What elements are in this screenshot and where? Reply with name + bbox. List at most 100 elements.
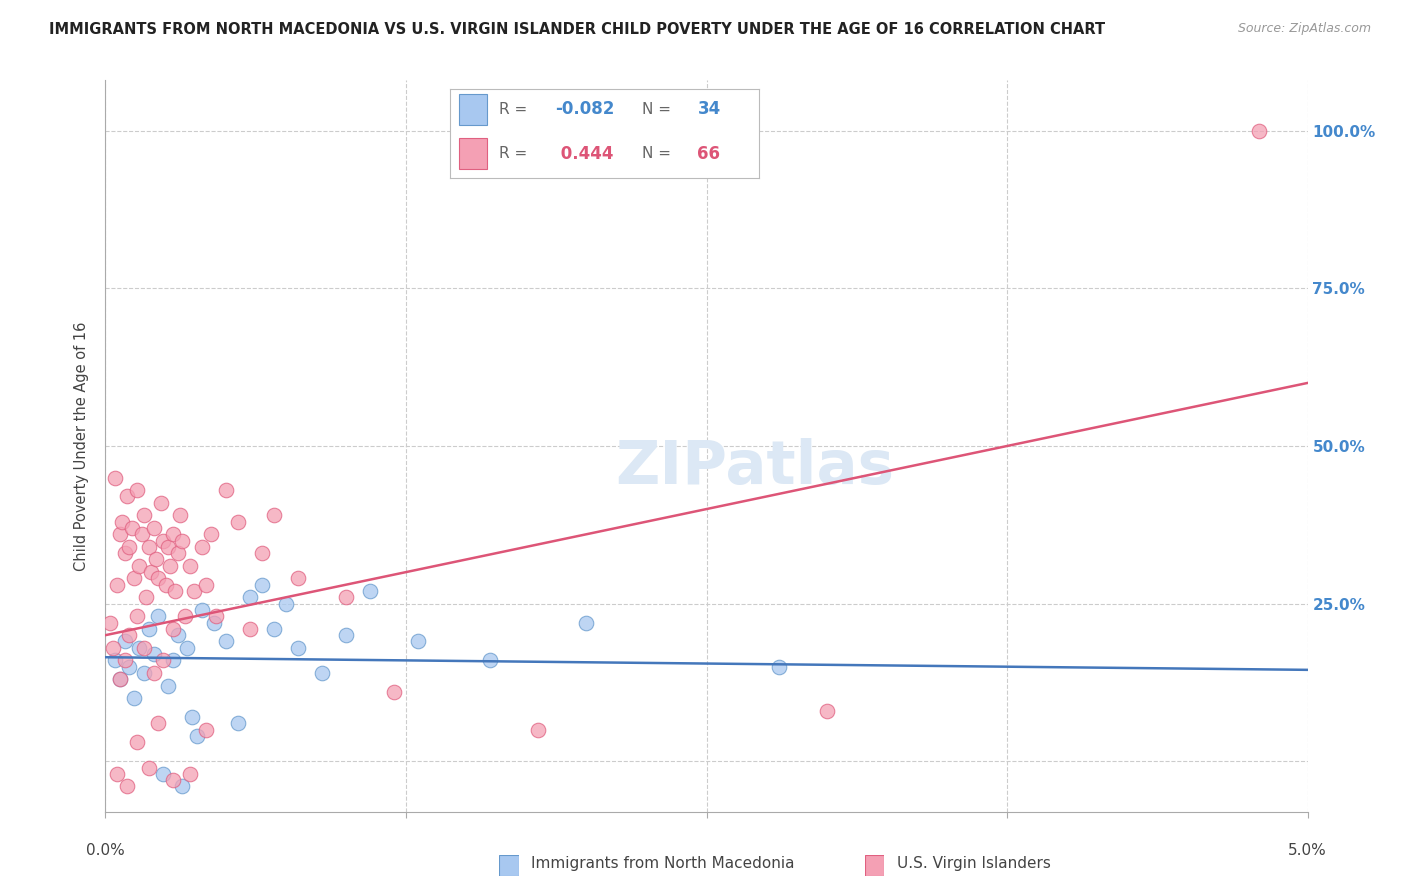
Point — [142, 647, 165, 661]
Point — [142, 521, 165, 535]
Point — [107, 767, 129, 781]
Point — [115, 490, 138, 504]
Point — [132, 665, 155, 680]
Point — [135, 591, 157, 605]
Point — [335, 591, 357, 605]
Point — [183, 584, 205, 599]
Point — [179, 767, 201, 781]
Point — [172, 533, 194, 548]
Point — [195, 723, 218, 737]
Point — [287, 640, 309, 655]
Point — [125, 609, 148, 624]
Point — [148, 716, 170, 731]
Point — [152, 767, 174, 781]
Point — [108, 527, 131, 541]
Point — [114, 546, 136, 560]
Point — [214, 483, 236, 497]
Point — [176, 640, 198, 655]
Text: 5.0%: 5.0% — [1288, 843, 1327, 858]
FancyBboxPatch shape — [865, 855, 884, 876]
Point — [156, 679, 179, 693]
Text: Source: ZipAtlas.com: Source: ZipAtlas.com — [1237, 22, 1371, 36]
Point — [125, 483, 148, 497]
Point — [181, 710, 204, 724]
Point — [152, 533, 174, 548]
Text: 0.0%: 0.0% — [86, 843, 125, 858]
Point — [139, 565, 162, 579]
Point — [108, 673, 131, 687]
Point — [1249, 124, 1271, 138]
Point — [115, 780, 138, 794]
Point — [239, 591, 262, 605]
Point — [159, 558, 181, 573]
Point — [250, 578, 273, 592]
Point — [166, 546, 188, 560]
Point — [214, 634, 236, 648]
Point — [111, 515, 134, 529]
Point — [156, 540, 179, 554]
Point — [205, 609, 228, 624]
Point — [128, 558, 150, 573]
Point — [200, 527, 222, 541]
Text: 0.444: 0.444 — [555, 145, 613, 163]
Point — [124, 571, 146, 585]
Text: N =: N = — [641, 102, 675, 117]
Point — [101, 640, 124, 655]
Point — [118, 628, 141, 642]
Point — [114, 653, 136, 667]
Point — [179, 558, 201, 573]
Point — [124, 691, 146, 706]
Point — [128, 640, 150, 655]
Point — [155, 578, 177, 592]
Point — [125, 735, 148, 749]
Point — [118, 540, 141, 554]
FancyBboxPatch shape — [460, 138, 486, 169]
Point — [226, 716, 249, 731]
FancyBboxPatch shape — [499, 855, 519, 876]
Point — [98, 615, 121, 630]
Text: U.S. Virgin Islanders: U.S. Virgin Islanders — [897, 856, 1050, 871]
Point — [162, 773, 184, 788]
Point — [815, 704, 838, 718]
Point — [263, 508, 285, 523]
Point — [173, 609, 195, 624]
Point — [575, 615, 598, 630]
Point — [335, 628, 357, 642]
Point — [152, 653, 174, 667]
Point — [162, 653, 184, 667]
Point — [479, 653, 502, 667]
Point — [138, 761, 160, 775]
Point — [382, 685, 405, 699]
Point — [250, 546, 273, 560]
Point — [104, 470, 127, 484]
Point — [132, 508, 155, 523]
Text: N =: N = — [641, 146, 675, 161]
Point — [148, 571, 170, 585]
Point — [263, 622, 285, 636]
Point — [131, 527, 153, 541]
Point — [108, 673, 131, 687]
Point — [190, 603, 212, 617]
Point — [121, 521, 143, 535]
Text: R =: R = — [499, 146, 533, 161]
Point — [149, 496, 172, 510]
Point — [274, 597, 297, 611]
Point — [142, 665, 165, 680]
Point — [114, 634, 136, 648]
Text: 34: 34 — [697, 100, 721, 119]
Point — [190, 540, 212, 554]
Point — [104, 653, 127, 667]
Point — [768, 659, 790, 673]
Point — [132, 640, 155, 655]
Point — [226, 515, 249, 529]
Text: R =: R = — [499, 102, 533, 117]
Text: IMMIGRANTS FROM NORTH MACEDONIA VS U.S. VIRGIN ISLANDER CHILD POVERTY UNDER THE : IMMIGRANTS FROM NORTH MACEDONIA VS U.S. … — [49, 22, 1105, 37]
Point — [169, 508, 191, 523]
Point — [138, 622, 160, 636]
Point — [202, 615, 225, 630]
Point — [138, 540, 160, 554]
Point — [172, 780, 194, 794]
Point — [162, 527, 184, 541]
Point — [195, 578, 218, 592]
Point — [107, 578, 129, 592]
